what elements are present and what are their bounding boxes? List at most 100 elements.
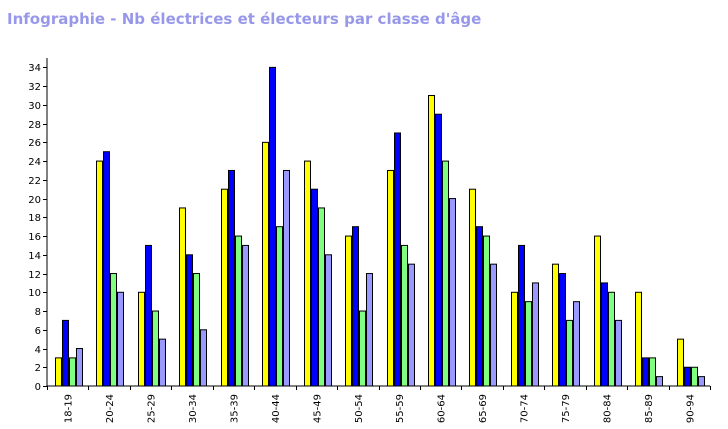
x-tick-label: 40-44: [271, 394, 282, 423]
y-tick-label: 34: [28, 63, 41, 74]
bar: [615, 319, 622, 387]
bar: [573, 301, 580, 387]
bar: [117, 291, 124, 387]
bar: [242, 244, 249, 387]
bar: [318, 207, 325, 387]
bar: [345, 235, 352, 387]
bar: [525, 301, 532, 387]
bar: [635, 291, 642, 387]
bar: [594, 235, 601, 387]
bar: [193, 273, 200, 387]
bar: [359, 310, 366, 387]
bar: [55, 357, 62, 387]
bar: [221, 188, 228, 387]
y-tick-label: 16: [28, 232, 41, 243]
y-tick-label: 4: [35, 345, 41, 356]
bar: [262, 141, 269, 387]
y-tick-label: 26: [28, 138, 41, 149]
y-tick-label: 6: [35, 326, 41, 337]
bar: [103, 151, 110, 387]
bar: [387, 169, 394, 387]
x-tick-label: 45-49: [312, 394, 323, 423]
bar: [642, 357, 649, 387]
bar: [601, 282, 608, 387]
bar: [684, 366, 691, 387]
bar: [145, 244, 152, 387]
bar: [186, 254, 193, 387]
x-tick-label: 20-24: [105, 394, 116, 423]
bar: [69, 357, 76, 387]
bar: [235, 235, 242, 387]
bar: [152, 310, 159, 387]
bar: [401, 244, 408, 387]
y-tick-label: 0: [35, 382, 41, 393]
x-tick-label: 80-84: [602, 394, 613, 423]
y-tick-label: 30: [28, 101, 41, 112]
bar: [110, 273, 117, 387]
bar: [559, 273, 566, 387]
x-tick-label: 90-94: [685, 394, 696, 423]
bars: [55, 66, 705, 387]
bar: [490, 263, 497, 387]
bar: [96, 160, 103, 387]
bar: [408, 263, 415, 387]
y-tick-label: 24: [28, 157, 41, 168]
x-tick-label: 50-54: [354, 394, 365, 423]
bar: [352, 226, 359, 387]
bar: [435, 113, 442, 387]
bar: [518, 244, 525, 387]
y-tick-label: 18: [28, 213, 41, 224]
bar: [76, 348, 83, 387]
bar: [532, 282, 539, 387]
bar: [228, 169, 235, 387]
bar: [325, 254, 332, 387]
bar: [269, 66, 276, 387]
bar: [62, 319, 69, 387]
y-tick-label: 32: [28, 82, 41, 93]
x-tick-label: 30-34: [188, 394, 199, 423]
y-tick-label: 8: [35, 307, 41, 318]
bar: [138, 291, 145, 387]
bar: [283, 169, 290, 387]
bar: [366, 273, 373, 387]
y-tick-label: 20: [28, 195, 41, 206]
bar: [698, 376, 705, 387]
bar: [552, 263, 559, 387]
x-tick-label: 35-39: [229, 394, 240, 423]
bar: [483, 235, 490, 387]
x-tick-label: 70-74: [520, 394, 531, 423]
x-tick-label: 75-79: [561, 394, 572, 423]
x-tick-label: 25-29: [147, 394, 158, 423]
bar: [394, 132, 401, 387]
bar: [511, 291, 518, 387]
bar: [608, 291, 615, 387]
bar: [442, 160, 449, 387]
y-tick-label: 14: [28, 251, 41, 262]
bar: [159, 338, 166, 387]
bar: [179, 207, 186, 387]
bar: [428, 94, 435, 387]
y-tick-label: 2: [35, 363, 41, 374]
bar: [677, 338, 684, 387]
bar: [476, 226, 483, 387]
bar: [200, 329, 207, 387]
bar: [311, 188, 318, 387]
y-tick-label: 22: [28, 176, 41, 187]
y-tick-label: 10: [28, 288, 41, 299]
bar: [691, 366, 698, 387]
x-tick-label: 55-59: [395, 394, 406, 423]
bar: [656, 376, 663, 387]
x-axis: 18-19 20-24 25-29 30-34 35-39 40-44 45-49 50-54…: [47, 385, 711, 423]
bar: [449, 198, 456, 387]
chart-title: Infographie - Nb électrices et électeurs…: [7, 10, 482, 28]
bar: [304, 160, 311, 387]
y-tick-label: 28: [28, 120, 41, 131]
x-tick-label: 18-19: [64, 394, 75, 423]
y-tick-label: 12: [28, 270, 41, 281]
bar: [566, 319, 573, 387]
bar: [469, 188, 476, 387]
x-tick-label: 85-89: [644, 394, 655, 423]
x-tick-label: 60-64: [437, 394, 448, 423]
